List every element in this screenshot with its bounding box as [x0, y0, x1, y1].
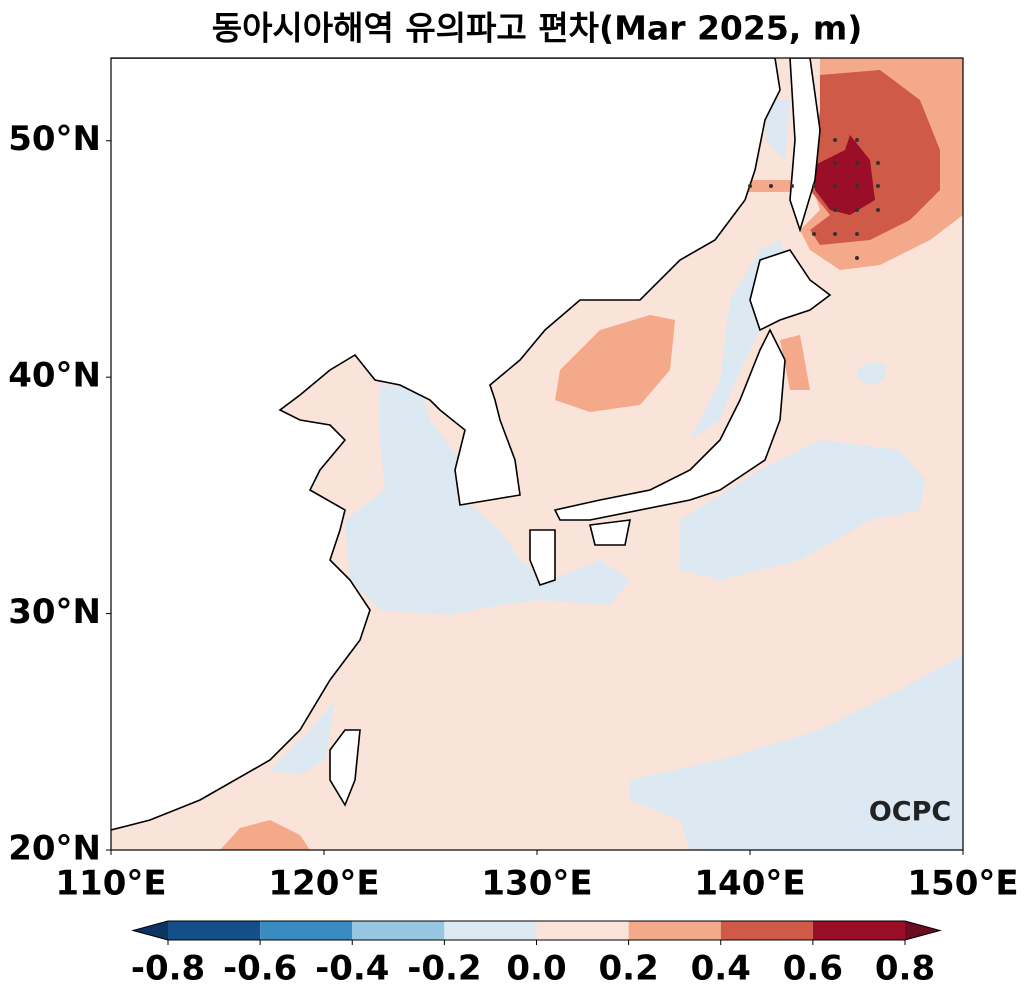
colorbar-tick-label: 0.6 [783, 949, 843, 989]
x-tick-label: 130°E [481, 864, 592, 904]
colorbar-tick-label: 0.2 [599, 949, 659, 989]
colorbar-tick-label: -0.6 [223, 949, 297, 989]
colorbar-bin [260, 921, 353, 940]
land [111, 58, 781, 832]
colorbar-extend [905, 921, 940, 940]
land [529, 529, 556, 586]
land [553, 328, 786, 521]
region [680, 440, 925, 580]
title: 동아시아해역 유의파고 편차(Mar 2025, m) [212, 9, 863, 48]
region [270, 700, 335, 775]
colorbar-tick-label: 0.0 [506, 949, 566, 989]
colorbar-tick-label: 0.4 [691, 949, 751, 989]
x-tick-label: 150°E [907, 864, 1018, 904]
x-tick-label: 120°E [268, 864, 379, 904]
colorbar-bin [352, 921, 445, 940]
region [780, 335, 810, 390]
colorbar-bin [168, 921, 261, 940]
colorbar-extend [133, 921, 168, 940]
y-tick-label: 50°N [8, 119, 101, 159]
logo: OCPC [869, 797, 951, 828]
y-tick-label: 40°N [8, 356, 101, 396]
colorbar-tick-label: 0.8 [875, 949, 935, 989]
map [111, 58, 963, 850]
colorbar-bin [720, 921, 813, 940]
land [749, 249, 832, 332]
region [630, 655, 963, 850]
y-tick-label: 30°N [8, 592, 101, 632]
region [555, 315, 675, 412]
region [815, 135, 875, 215]
region [765, 100, 790, 160]
land [589, 519, 632, 546]
x-tick-label: 110°E [55, 864, 166, 904]
land [329, 729, 361, 807]
colorbar-bin [444, 921, 537, 940]
colorbar-bin [536, 921, 629, 940]
colorbar-tick-label: -0.2 [407, 949, 481, 989]
y-tick-label: 20°N [8, 829, 101, 869]
region [220, 820, 310, 850]
region [857, 362, 886, 385]
colorbar-bin [812, 921, 905, 940]
colorbar-tick-label: -0.4 [315, 949, 389, 989]
region [345, 385, 630, 615]
colorbar-bin [628, 921, 721, 940]
colorbar-tick-label: -0.8 [131, 949, 205, 989]
x-tick-label: 140°E [694, 864, 805, 904]
stipple [748, 138, 880, 260]
